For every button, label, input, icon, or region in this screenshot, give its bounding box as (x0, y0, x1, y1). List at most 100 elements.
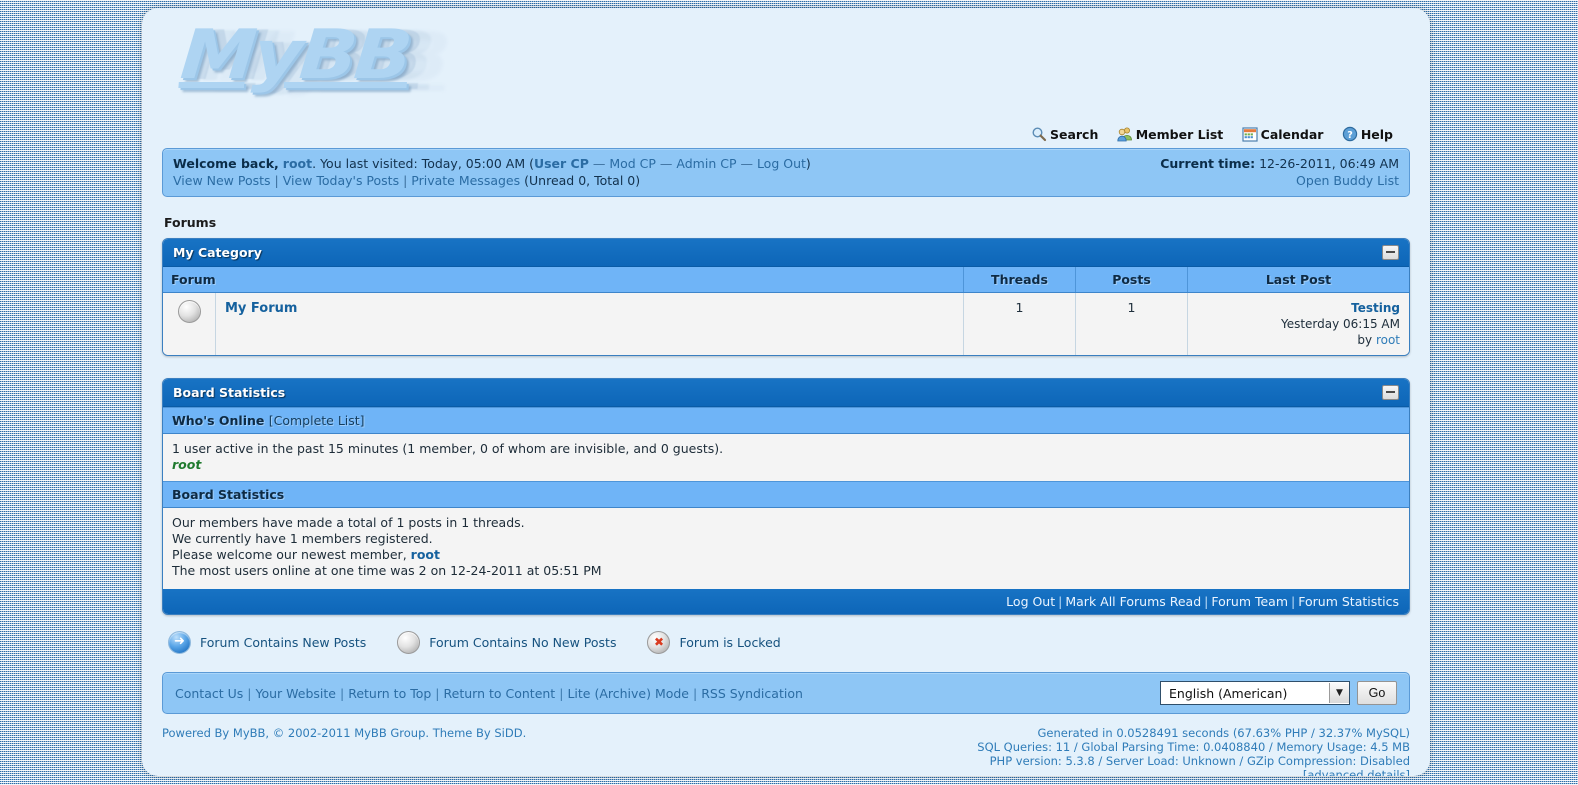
forum-table-header-row: Forum Threads Posts Last Post (163, 267, 1409, 293)
last-post-by-label: by (1357, 333, 1373, 347)
page-footer: Powered By MyBB, © 2002-2011 MyBB Group.… (162, 726, 1410, 776)
nav-member-list-link[interactable]: Member List (1117, 127, 1228, 142)
advanced-details-link[interactable]: [advanced details] (1302, 768, 1410, 776)
forum-no-new-posts-icon (177, 300, 201, 323)
link-user-cp[interactable]: User CP (533, 156, 589, 171)
stats-line-members: We currently have 1 members registered. (172, 531, 433, 546)
whos-online-body: 1 user active in the past 15 minutes (1 … (163, 434, 1409, 481)
welcome-panel: Welcome back, root. You last visited: To… (162, 148, 1410, 197)
bottom-navigation: Contact Us | Your Website | Return to Top | Re… (162, 672, 1410, 714)
stats-sub-header: Board Statistics (163, 481, 1409, 508)
minus-icon[interactable] (1382, 245, 1399, 260)
mybb-logo[interactable]: MyBB (177, 16, 413, 95)
stats-body: Our members have made a total of 1 posts… (163, 508, 1409, 589)
online-user-root[interactable]: root (172, 457, 202, 472)
forum-no-new-posts-icon (397, 631, 421, 654)
whos-online-header: Who's Online [Complete List] (163, 407, 1409, 434)
link-open-buddy-list[interactable]: Open Buddy List (1296, 173, 1399, 188)
link-contact-us[interactable]: Contact Us (175, 685, 244, 701)
nav-member-list-label: Member List (1135, 127, 1224, 142)
link-return-to-top[interactable]: Return to Top (348, 685, 432, 701)
language-go-button[interactable]: Go (1357, 681, 1397, 705)
link-rss-syndication[interactable]: RSS Syndication (701, 685, 803, 701)
footer-link-forum-statistics[interactable]: Forum Statistics (1298, 594, 1399, 609)
bottom-nav-links: Contact Us | Your Website | Return to Top | Re… (175, 685, 803, 701)
forum-locked-icon (647, 631, 671, 654)
board-statistics-title: Board Statistics (173, 385, 286, 400)
language-selector-wrap: English (American) ▼ Go (1160, 681, 1397, 705)
nav-search-label: Search (1049, 127, 1099, 142)
stats-line-posts: Our members have made a total of 1 posts… (172, 515, 525, 530)
forum-legend: Forum Contains New Posts Forum Contains … (168, 631, 1410, 654)
logo-area: MyBB (162, 8, 1410, 126)
page-title: Forums (164, 215, 217, 230)
link-log-out[interactable]: Log Out (756, 156, 806, 171)
link-admin-cp[interactable]: Admin CP (676, 156, 737, 171)
nav-help-link[interactable]: ? Help (1342, 126, 1393, 142)
table-row: My Forum 1 1 Testing Yesterday 06:15 AM … (163, 292, 1409, 355)
link-view-todays-posts[interactable]: View Today's Posts (282, 173, 400, 188)
footer-link-mark-all-read[interactable]: Mark All Forums Read (1065, 594, 1202, 609)
legend-label-new-posts: Forum Contains New Posts (200, 635, 367, 650)
welcome-username[interactable]: root (282, 156, 313, 171)
link-your-website[interactable]: Your Website (255, 685, 337, 701)
svg-text:?: ? (1347, 130, 1353, 141)
link-lite-archive-mode[interactable]: Lite (Archive) Mode (567, 685, 689, 701)
welcome-quick-links: View New Posts | View Today's Posts | Pr… (173, 173, 641, 188)
whos-online-title: Who's Online (172, 413, 265, 428)
stats-line-newest: Please welcome our newest member, root (172, 547, 1400, 563)
link-view-new-posts[interactable]: View New Posts (173, 173, 271, 188)
category-header: My Category (163, 239, 1409, 267)
forum-status-cell (163, 292, 216, 355)
debug-info: Generated in 0.0528491 seconds (67.63% P… (977, 726, 1410, 776)
calendar-icon (1242, 126, 1258, 142)
language-select[interactable]: English (American) ▼ (1160, 681, 1350, 705)
welcome-paren-close: ) (805, 156, 811, 171)
top-navigation: Search Member List Calendar ? Help (162, 126, 1410, 148)
stats-line-record: The most users online at one time was 2 … (172, 563, 602, 578)
forum-new-posts-icon (168, 631, 191, 654)
debug-generated-line: Generated in 0.0528491 seconds (67.63% P… (1037, 726, 1410, 740)
nav-search-link[interactable]: Search (1031, 127, 1103, 142)
forum-page-container: MyBB Search Member List Calendar (142, 8, 1430, 776)
forum-name-cell: My Forum (215, 292, 964, 355)
forum-link-my-forum[interactable]: My Forum (225, 301, 298, 316)
welcome-visited: . You last visited: Today, 05:00 AM ( (312, 156, 534, 171)
forum-posts-count: 1 (1075, 292, 1188, 355)
minus-icon[interactable] (1382, 385, 1399, 400)
nav-calendar-link[interactable]: Calendar (1242, 127, 1328, 142)
newest-member-link[interactable]: root (410, 547, 440, 562)
last-post-time: Yesterday 06:15 AM (1280, 317, 1400, 331)
board-statistics-footer: Log Out | Mark All Forums Read | Forum Team |… (163, 589, 1409, 614)
category-name: My Category (173, 245, 262, 260)
board-statistics-block: Board Statistics Who's Online [Complete … (162, 378, 1410, 615)
column-forum: Forum (163, 267, 964, 293)
column-threads: Threads (963, 267, 1076, 293)
last-post-author-link[interactable]: root (1375, 333, 1400, 347)
legend-label-no-new-posts: Forum Contains No New Posts (429, 635, 617, 650)
welcome-text: Welcome back, root. You last visited: To… (173, 156, 811, 171)
last-post-thread-link[interactable]: Testing (1351, 301, 1400, 315)
welcome-greeting: Welcome back, (173, 156, 279, 171)
footer-link-forum-team[interactable]: Forum Team (1211, 594, 1289, 609)
help-icon: ? (1342, 126, 1358, 142)
complete-list-link[interactable]: [Complete List] (268, 413, 365, 428)
search-icon (1031, 126, 1047, 142)
forum-threads-count: 1 (963, 292, 1076, 355)
nav-calendar-label: Calendar (1260, 127, 1324, 142)
language-select-value: English (American) (1169, 685, 1288, 701)
pm-counts: (Unread 0, Total 0) (524, 173, 641, 188)
stats-sub-title: Board Statistics (172, 487, 285, 502)
forum-table: Forum Threads Posts Last Post My Forum (163, 267, 1409, 355)
members-icon (1117, 126, 1133, 142)
chevron-down-icon: ▼ (1329, 683, 1349, 703)
nav-help-label: Help (1360, 127, 1393, 142)
footer-link-log-out[interactable]: Log Out (1006, 594, 1056, 609)
link-mod-cp[interactable]: Mod CP (609, 156, 656, 171)
link-return-to-content[interactable]: Return to Content (443, 685, 556, 701)
current-time-label: Current time: (1160, 156, 1256, 171)
debug-php-line: PHP version: 5.3.8 / Server Load: Unknow… (989, 754, 1410, 768)
link-private-messages[interactable]: Private Messages (411, 173, 521, 188)
debug-sql-line: SQL Queries: 11 / Global Parsing Time: 0… (977, 740, 1410, 754)
powered-by-text: Powered By MyBB, © 2002-2011 MyBB Group.… (162, 726, 527, 740)
